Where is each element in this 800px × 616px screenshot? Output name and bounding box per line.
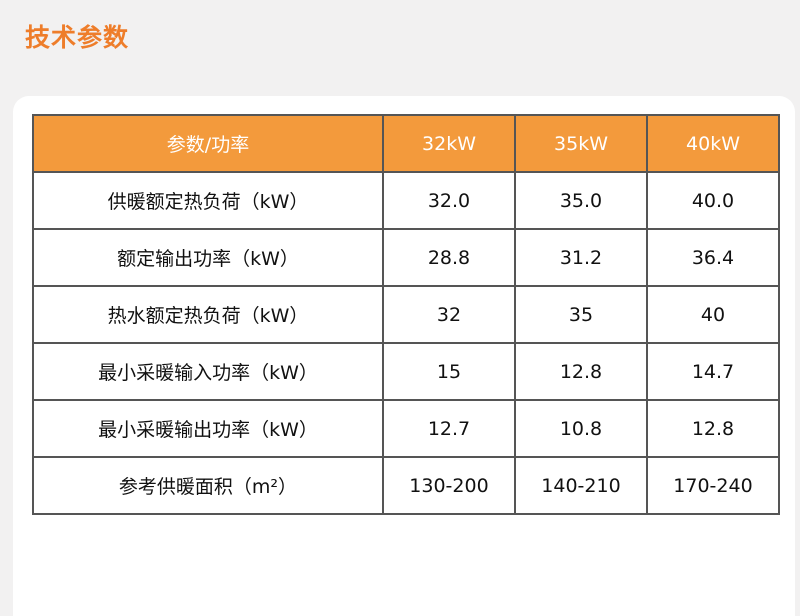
value-cell: 12.7	[382, 399, 516, 458]
header-cell: 40kW	[646, 114, 780, 173]
value-cell: 35	[514, 285, 648, 344]
value-cell: 10.8	[514, 399, 648, 458]
page-title: 技术参数	[25, 23, 130, 52]
value-cell: 40	[646, 285, 780, 344]
value-cell: 32.0	[382, 171, 516, 230]
param-label-cell: 供暖额定热负荷（kW）	[32, 171, 384, 230]
header-cell: 32kW	[382, 114, 516, 173]
header-cell: 35kW	[514, 114, 648, 173]
value-cell: 170-240	[646, 456, 780, 515]
header-cell: 参数/功率	[32, 114, 384, 173]
table-row: 最小采暖输出功率（kW） 12.7 10.8 12.8	[32, 399, 780, 458]
value-cell: 130-200	[382, 456, 516, 515]
table-row: 最小采暖输入功率（kW） 15 12.8 14.7	[32, 342, 780, 401]
value-cell: 36.4	[646, 228, 780, 287]
value-cell: 32	[382, 285, 516, 344]
table-row: 供暖额定热负荷（kW） 32.0 35.0 40.0	[32, 171, 780, 230]
header-row: 参数/功率 32kW 35kW 40kW	[32, 114, 780, 173]
value-cell: 31.2	[514, 228, 648, 287]
spec-table: 参数/功率 32kW 35kW 40kW 供暖额定热负荷（kW） 32.0 35.0…	[32, 114, 780, 515]
value-cell: 14.7	[646, 342, 780, 401]
value-cell: 28.8	[382, 228, 516, 287]
value-cell: 15	[382, 342, 516, 401]
value-cell: 40.0	[646, 171, 780, 230]
value-cell: 35.0	[514, 171, 648, 230]
table-row: 额定输出功率（kW） 28.8 31.2 36.4	[32, 228, 780, 287]
value-cell: 12.8	[514, 342, 648, 401]
table-row: 热水额定热负荷（kW） 32 35 40	[32, 285, 780, 344]
param-label-cell: 参考供暖面积（m²）	[32, 456, 384, 515]
value-cell: 12.8	[646, 399, 780, 458]
param-label-cell: 最小采暖输入功率（kW）	[32, 342, 384, 401]
value-cell: 140-210	[514, 456, 648, 515]
param-label-cell: 额定输出功率（kW）	[32, 228, 384, 287]
param-label-cell: 最小采暖输出功率（kW）	[32, 399, 384, 458]
table-row: 参考供暖面积（m²） 130-200 140-210 170-240	[32, 456, 780, 515]
param-label-cell: 热水额定热负荷（kW）	[32, 285, 384, 344]
